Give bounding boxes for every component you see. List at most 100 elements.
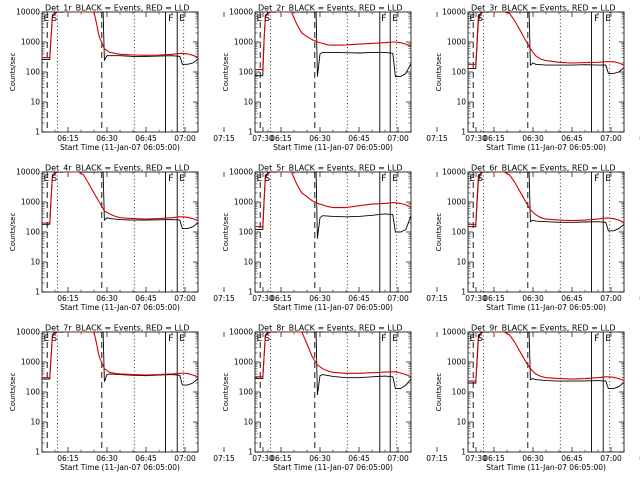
lld-line — [468, 332, 624, 382]
y-tick-label: 100 — [26, 228, 41, 237]
y-tick-label: 100 — [26, 68, 41, 77]
x-tick-label: 07:30 — [465, 134, 487, 143]
x-axis-label: Start Time (11-Jan-07 06:05:00) — [60, 303, 180, 312]
event-marker-glyph: F — [594, 174, 599, 184]
y-tick-label: 10 — [30, 258, 40, 267]
plot-frame — [41, 11, 199, 133]
event-marker-glyph: E — [44, 174, 50, 184]
event-marker-glyph: E — [605, 334, 611, 344]
x-tick-label: 06:30 — [96, 134, 118, 143]
plot-frame — [467, 11, 625, 133]
x-tick-label: 07:00 — [387, 294, 409, 303]
x-tick-label: 06:15 — [270, 294, 292, 303]
detector-name: Det_5r — [258, 164, 285, 173]
legend-description: BLACK = Events, RED = LLD — [502, 4, 616, 13]
x-tick-label: 07:15 — [213, 454, 235, 463]
y-axis-label: Counts/sec — [9, 213, 17, 252]
event-marker-glyph: S — [51, 334, 57, 344]
y-tick-label: 10 — [30, 418, 40, 427]
detector-name: Det_8r — [258, 324, 285, 333]
events-line — [42, 172, 198, 230]
panel-title: Det_4r BLACK = Events, RED = LLD — [45, 164, 190, 173]
event-marker-glyph: E — [392, 14, 398, 24]
legend-description: BLACK = Events, RED = LLD — [502, 324, 616, 333]
y-tick-label: 10000 — [16, 8, 40, 17]
detector-panel: 11010010001000006:1506:3006:4507:0007:15… — [435, 164, 640, 313]
x-tick-label: 06:45 — [135, 134, 157, 143]
y-axis-label: Counts/sec — [9, 373, 17, 412]
y-tick-label: 1000 — [21, 198, 40, 207]
y-tick-label: 100 — [452, 68, 467, 77]
y-tick-label: 10 — [456, 418, 466, 427]
y-tick-label: 1000 — [447, 358, 466, 367]
y-tick-label: 100 — [452, 228, 467, 237]
y-tick-label: 1 — [35, 128, 40, 137]
x-axis-label: Start Time (11-Jan-07 06:05:00) — [273, 303, 393, 312]
detector-name: Det_9r — [471, 324, 498, 333]
y-tick-label: 10000 — [442, 328, 466, 337]
x-tick-label: 06:30 — [309, 294, 331, 303]
panel-title: Det_9r BLACK = Events, RED = LLD — [471, 324, 616, 333]
lld-line — [255, 12, 411, 71]
x-tick-label: 06:15 — [57, 454, 79, 463]
x-tick-label: 06:45 — [135, 454, 157, 463]
x-tick-label: 06:30 — [96, 294, 118, 303]
event-marker-glyph: F — [381, 174, 386, 184]
y-tick-label: 1 — [461, 128, 466, 137]
lld-line — [255, 332, 411, 378]
event-marker-glyph: F — [594, 14, 599, 24]
x-tick-label: 06:45 — [561, 294, 583, 303]
event-marker-glyph: F — [381, 334, 386, 344]
y-tick-label: 100 — [239, 228, 254, 237]
panel-title: Det_6r BLACK = Events, RED = LLD — [471, 164, 616, 173]
x-tick-label: 06:15 — [57, 134, 79, 143]
events-line — [255, 12, 411, 78]
y-tick-label: 1000 — [234, 358, 253, 367]
event-marker-glyph: E — [257, 174, 263, 184]
y-tick-label: 10000 — [16, 168, 40, 177]
detector-name: Det_6r — [471, 164, 498, 173]
y-tick-label: 1000 — [21, 358, 40, 367]
x-tick-label: 06:15 — [57, 294, 79, 303]
event-marker-glyph: E — [470, 14, 476, 24]
event-marker-glyph: E — [470, 174, 476, 184]
x-axis-label: Start Time (11-Jan-07 06:05:00) — [273, 463, 393, 472]
y-tick-label: 1 — [461, 288, 466, 297]
x-tick-label: 06:30 — [96, 454, 118, 463]
legend-description: BLACK = Events, RED = LLD — [76, 324, 190, 333]
event-marker-glyph: F — [381, 14, 386, 24]
y-tick-label: 1000 — [447, 198, 466, 207]
x-axis-label: Start Time (11-Jan-07 06:05:00) — [486, 463, 606, 472]
y-tick-label: 10 — [243, 98, 253, 107]
x-tick-label: 07:30 — [465, 454, 487, 463]
events-line — [255, 172, 411, 239]
x-tick-label: 07:00 — [174, 134, 196, 143]
y-tick-label: 10 — [456, 98, 466, 107]
panel-title: Det_1r BLACK = Events, RED = LLD — [45, 4, 190, 13]
detector-name: Det_4r — [45, 164, 72, 173]
y-tick-label: 100 — [452, 388, 467, 397]
x-tick-label: 07:00 — [387, 134, 409, 143]
panel-title: Det_7r BLACK = Events, RED = LLD — [45, 324, 190, 333]
event-marker-glyph: E — [257, 334, 263, 344]
y-tick-label: 10 — [30, 98, 40, 107]
y-tick-label: 1000 — [447, 38, 466, 47]
event-marker-glyph: S — [51, 174, 57, 184]
y-tick-label: 1 — [248, 288, 253, 297]
x-axis-label: Start Time (11-Jan-07 06:05:00) — [273, 143, 393, 152]
event-marker-glyph: E — [392, 174, 398, 184]
x-tick-label: 06:45 — [561, 134, 583, 143]
x-tick-label: 07:00 — [174, 454, 196, 463]
x-axis-label: Start Time (11-Jan-07 06:05:00) — [60, 143, 180, 152]
x-tick-label: 07:15 — [426, 134, 448, 143]
y-tick-label: 10000 — [229, 168, 253, 177]
event-marker-glyph: F — [168, 14, 173, 24]
event-marker-glyph: F — [594, 334, 599, 344]
x-axis-label: Start Time (11-Jan-07 06:05:00) — [486, 143, 606, 152]
y-tick-label: 10000 — [229, 8, 253, 17]
lld-line — [255, 172, 411, 228]
